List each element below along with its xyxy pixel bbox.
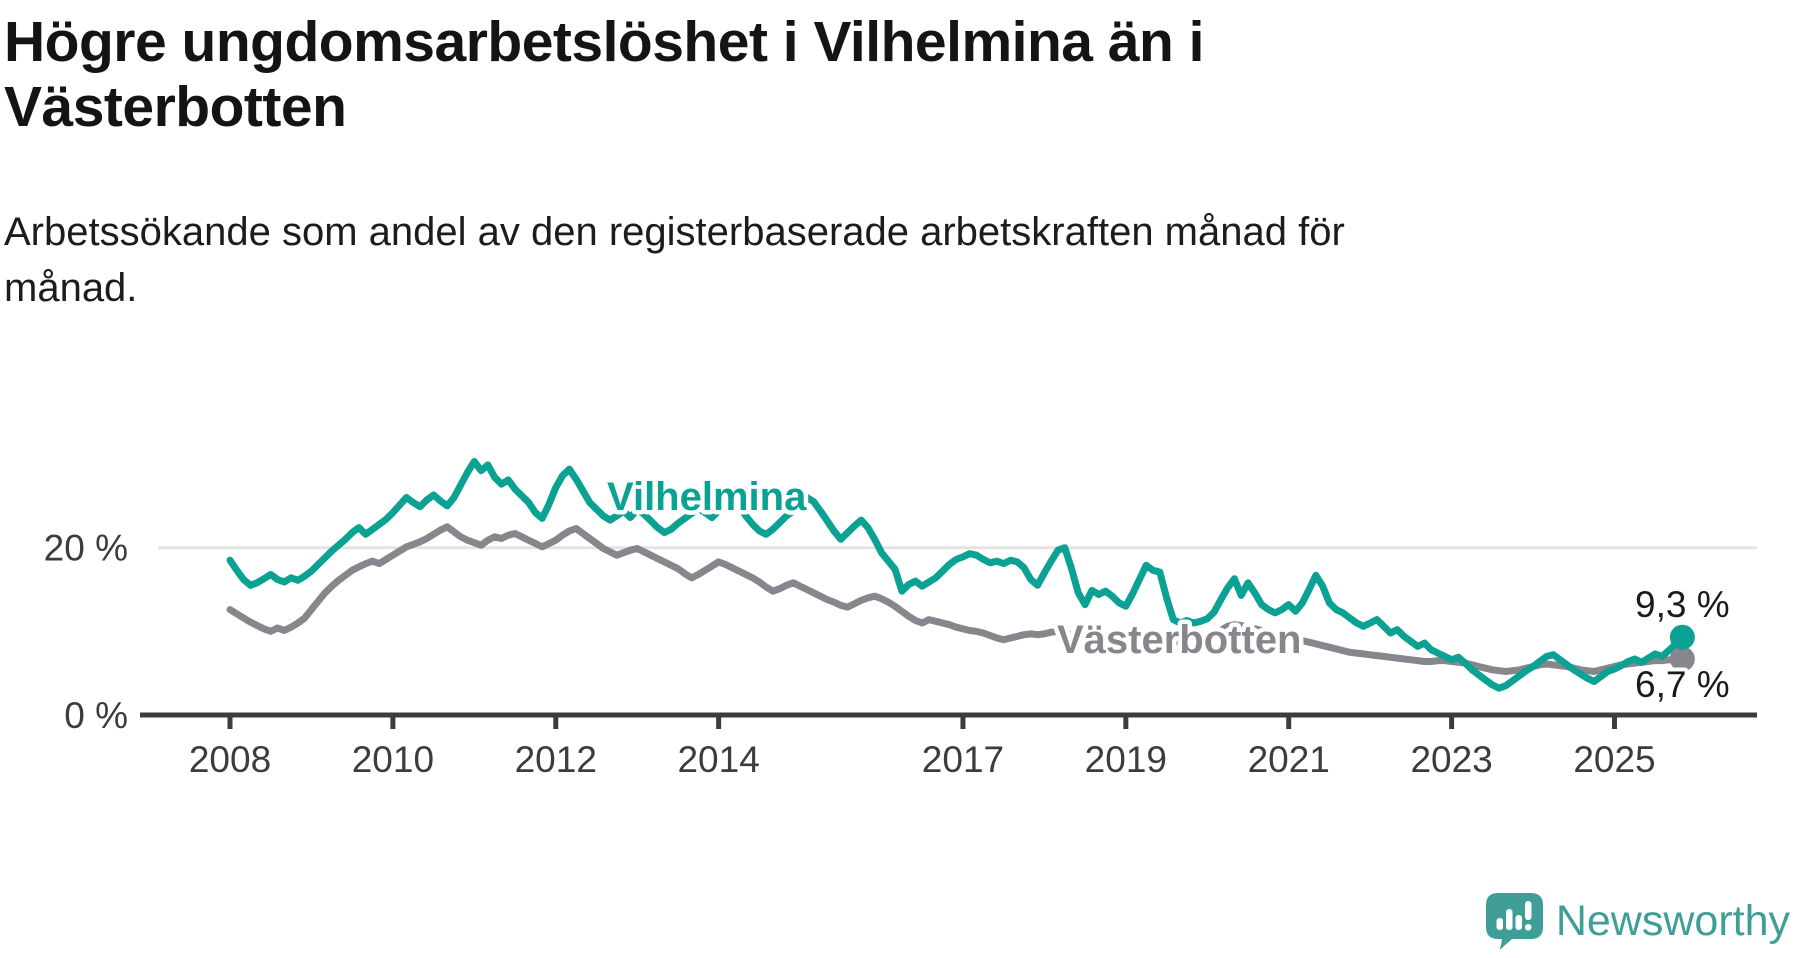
chart-title: Högre ungdomsarbetslöshet i Vilhelmina ä… — [4, 10, 1800, 140]
x-tick-label-2017: 2017 — [922, 739, 1004, 780]
x-tick-label-2014: 2014 — [677, 739, 759, 780]
logo-bar-short — [1496, 918, 1503, 930]
x-tick-label-2019: 2019 — [1085, 739, 1167, 780]
y-tick-label-0pct: 0 % — [64, 695, 128, 736]
series-label-vilhelmina: Vilhelmina — [607, 475, 807, 519]
logo-exclamation-bar — [1524, 901, 1532, 920]
x-tick-label-2021: 2021 — [1248, 739, 1330, 780]
logo-bar-medium — [1515, 915, 1522, 930]
series-line-västerbotten — [226, 523, 1686, 675]
logo-bar-tall — [1505, 909, 1513, 930]
x-tick-label-2008: 2008 — [189, 739, 271, 780]
newsworthy-logo[interactable]: Newsworthy — [1485, 893, 1790, 950]
x-tick-label-2025: 2025 — [1573, 739, 1655, 780]
brand-name: Newsworthy — [1555, 897, 1790, 945]
x-tick-label-2023: 2023 — [1410, 739, 1492, 780]
chart-title-line-1: Högre ungdomsarbetslöshet i Vilhelmina ä… — [4, 10, 1205, 74]
chart-subtitle-line-1: Arbetssökande som andel av den registerb… — [4, 210, 1345, 254]
chart-subtitle: Arbetssökande som andel av den registerb… — [4, 204, 1800, 316]
end-value-label-västerbotten: 6,7 % — [1635, 664, 1730, 705]
x-tick-label-2012: 2012 — [515, 739, 597, 780]
chart-card: { "header": { "title_lines": ["Högre ung… — [0, 10, 1800, 958]
chart-title-line-2: Västerbotten — [4, 75, 347, 139]
x-tick-label-2010: 2010 — [352, 739, 434, 780]
end-dot-vilhelmina — [1669, 624, 1695, 650]
end-value-label-vilhelmina: 9,3 % — [1635, 584, 1730, 625]
newsworthy-speech-bubble-icon — [1485, 893, 1543, 950]
unemployment-line-chart: 2008 2010 2012 2014 2017 2019 2021 2023 2025 0 % 2… — [44, 458, 1757, 780]
logo-exclamation-dot — [1524, 924, 1532, 931]
chart-subtitle-line-2: månad. — [4, 266, 138, 310]
series-line-vilhelmina — [226, 458, 1686, 692]
y-tick-label-20pct: 20 % — [44, 528, 128, 569]
series-label-västerbotten: Västerbotten — [1057, 618, 1302, 662]
end-dot-västerbotten — [1669, 646, 1695, 672]
